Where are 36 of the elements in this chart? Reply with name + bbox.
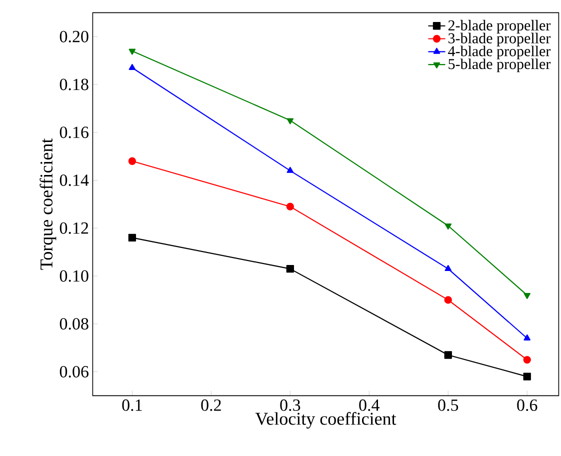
point	[444, 351, 452, 359]
point	[523, 356, 531, 364]
legend-label: 4-blade propeller	[448, 46, 551, 60]
point	[286, 264, 294, 273]
point	[128, 48, 136, 55]
y-tick-label: 0.08	[60, 318, 88, 330]
point	[444, 224, 452, 230]
x-tick-label: 0.6	[517, 399, 538, 411]
y-tick-label: 0.18	[60, 78, 88, 90]
point	[128, 64, 136, 70]
legend-label: 3-blade propeller	[448, 32, 551, 46]
y-tick-label: 0.12	[60, 222, 88, 234]
y-axis-title: Torque coefficient	[40, 138, 56, 270]
point	[286, 118, 294, 124]
legend-label: 5-blade propeller	[448, 58, 551, 72]
y-tick-label: 0.16	[60, 126, 88, 138]
y-tick-label: 0.10	[60, 270, 88, 282]
point	[524, 292, 531, 299]
point	[444, 296, 452, 304]
x-axis-title: Velocity coefficient	[255, 412, 396, 429]
point	[523, 372, 531, 380]
x-tick-label: 0.3	[280, 399, 300, 411]
legend-label: 2-blade propeller	[448, 20, 551, 34]
x-tick-label: 0.1	[122, 399, 142, 411]
x-tick-label: 0.4	[359, 399, 380, 411]
x-tick-label: 0.5	[438, 399, 458, 411]
point	[128, 157, 136, 165]
y-tick-label: 0.06	[60, 366, 88, 378]
x-tick-label: 0.2	[201, 399, 221, 411]
point	[286, 166, 294, 173]
point	[286, 202, 294, 210]
point	[524, 334, 531, 340]
y-tick-label: 0.14	[60, 174, 89, 186]
point	[444, 264, 452, 272]
point	[128, 234, 136, 242]
y-tick-label: 0.20	[60, 30, 88, 42]
